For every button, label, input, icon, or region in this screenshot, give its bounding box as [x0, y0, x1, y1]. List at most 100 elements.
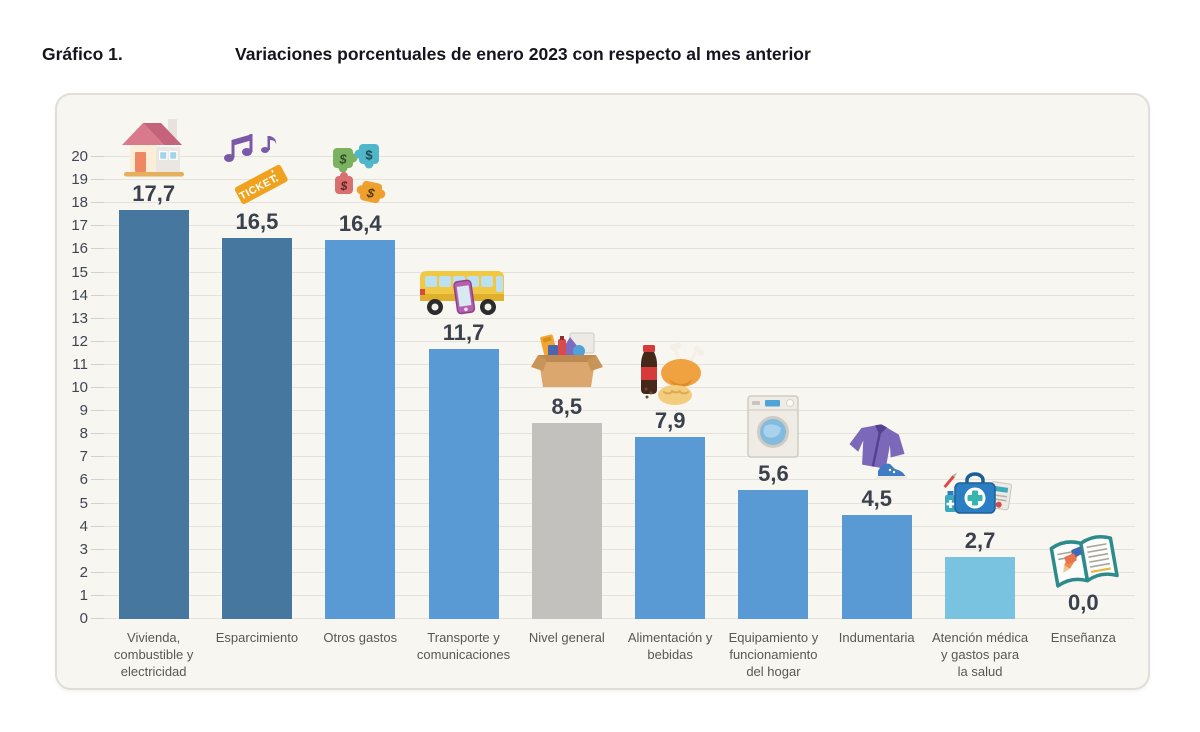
y-axis-tick-mark	[91, 156, 104, 157]
gridline	[102, 179, 1135, 181]
y-axis-tick-label: 14	[71, 286, 88, 304]
washing-machine-icon	[747, 394, 800, 458]
y-axis-tick-label: 0	[79, 610, 88, 627]
category-label: Esparcimiento	[215, 630, 299, 645]
y-axis-tick-mark	[91, 387, 104, 388]
y-axis-tick-label: 15	[71, 263, 88, 281]
y-axis-tick-label: 9	[79, 402, 88, 420]
y-axis-tick-label: 16	[71, 240, 88, 258]
gridline	[102, 456, 1135, 458]
bar-value-label: 11,7	[442, 319, 485, 345]
y-axis-tick-mark	[91, 271, 104, 273]
y-axis-tick-label: 4	[79, 517, 88, 535]
gridline	[102, 363, 1135, 365]
category-icon-wrap	[1044, 531, 1122, 589]
y-axis-tick-mark	[91, 618, 104, 619]
bar-column: 17,7 Vivienda, combustible y electricidad	[102, 119, 205, 679]
bar	[221, 237, 292, 619]
y-axis-tick-label: 2	[79, 563, 88, 581]
bar	[428, 348, 499, 619]
bar-value-label: 16,5	[235, 208, 279, 234]
gridline	[102, 410, 1135, 412]
category-label: Vivienda, combustible y electricidad	[113, 630, 194, 679]
y-axis-tick-mark	[91, 525, 104, 527]
y-axis-tick-label: 5	[79, 494, 88, 512]
y-axis-tick-mark	[91, 571, 104, 573]
category-icon-wrap	[840, 423, 914, 485]
first-aid-kit-icon	[943, 471, 1012, 514]
chart-card: 0 1 2 3 4 5 6 7 8 9 10 11 12 13 14 15 16 17 18 19 20 17,7 Viv…	[55, 93, 1150, 690]
y-axis-tick-label: 3	[79, 540, 88, 558]
bar-value-label: 16,4	[338, 211, 382, 237]
y-axis-tick-mark	[91, 594, 104, 596]
gridline	[102, 571, 1135, 573]
gridline	[102, 433, 1135, 435]
figure-label: Gráfico 1.	[42, 44, 123, 64]
y-axis-tick-mark	[91, 225, 104, 227]
open-book-icon	[1049, 535, 1120, 588]
bar-column: 8,5 Nivel general	[515, 157, 618, 645]
y-axis-tick-mark	[91, 248, 104, 250]
gridline	[102, 294, 1135, 296]
bar-value-label: 5,6	[758, 460, 789, 486]
bar	[531, 422, 602, 619]
puzzle-money-icon: $ $ $ $	[333, 144, 386, 204]
bar	[738, 489, 809, 619]
category-label: Nivel general	[528, 630, 605, 645]
gridline	[102, 271, 1135, 273]
bar-column: TICKET 16,5 Esparcimiento	[205, 133, 308, 645]
bar	[945, 556, 1016, 619]
bar-column: 7,9 Alimentación y bebidas	[619, 157, 722, 662]
category-label: Otros gastos	[323, 630, 398, 645]
bar-value-label: 17,7	[132, 181, 176, 207]
y-axis-tick-mark	[91, 363, 104, 365]
gridline	[102, 502, 1135, 504]
y-axis-tick-mark	[91, 179, 104, 181]
category-icon-wrap	[941, 467, 1019, 527]
category-icon-wrap	[745, 394, 801, 460]
box-of-goods-icon	[530, 332, 603, 387]
y-axis-tick-mark	[91, 433, 104, 435]
category-label: Alimentación y bebidas	[627, 630, 713, 662]
y-axis-tick-mark	[91, 294, 104, 296]
gridline	[102, 202, 1135, 204]
bar-column: 0,0 Enseñanza	[1032, 157, 1135, 645]
y-axis-tick-label: 18	[71, 194, 88, 212]
svg-text:$: $	[340, 179, 348, 193]
y-axis-tick-label: 12	[71, 332, 88, 350]
y-axis-tick-label: 20	[71, 148, 88, 165]
y-axis-tick-label: 13	[71, 309, 88, 327]
category-label: Transporte y comunicaciones	[416, 630, 511, 662]
bar-column: 11,7 Transporte y comunicaciones	[412, 157, 515, 662]
category-label: Indumentaria	[838, 630, 915, 645]
bar-column: $ $ $ $ 16,4 Otros gastos	[309, 144, 412, 645]
clothing-icon	[849, 424, 907, 481]
y-axis-tick-label: 11	[72, 355, 88, 373]
category-icon-wrap	[116, 114, 192, 180]
bar	[118, 210, 189, 619]
category-label: Atención médica y gastos para la salud	[931, 630, 1029, 679]
gridline	[102, 225, 1135, 227]
category-icon-wrap: TICKET	[217, 128, 297, 208]
category-icon-wrap	[418, 267, 510, 319]
bar-chart-plot-area: 0 1 2 3 4 5 6 7 8 9 10 11 12 13 14 15 16 17 18 19 20 17,7 Viv…	[71, 119, 1135, 679]
gridline	[102, 156, 1135, 157]
y-axis-tick-label: 10	[71, 379, 88, 396]
bar-column: 2,7 Atención médica y gastos para la salu…	[928, 157, 1031, 679]
y-axis-tick-mark	[91, 502, 104, 504]
y-axis-tick-label: 1	[79, 586, 88, 604]
category-label: Enseñanza	[1050, 630, 1116, 645]
bar-value-label: 0,0	[1068, 590, 1099, 615]
bar-column: 4,5 Indumentaria	[825, 157, 928, 645]
gridline	[102, 340, 1135, 342]
y-axis-tick-mark	[91, 317, 104, 319]
svg-text:$: $	[339, 152, 348, 167]
category-icon-wrap: $ $ $ $	[327, 140, 393, 210]
category-label: Equipamiento y funcionamiento del hogar	[728, 630, 819, 679]
y-axis-tick-mark	[91, 410, 104, 412]
bus-phone-icon	[419, 270, 504, 315]
bar-value-label: 8,5	[551, 393, 583, 419]
gridline	[102, 387, 1135, 388]
category-icon-wrap	[631, 337, 709, 407]
y-axis-tick-label: 17	[71, 217, 88, 235]
